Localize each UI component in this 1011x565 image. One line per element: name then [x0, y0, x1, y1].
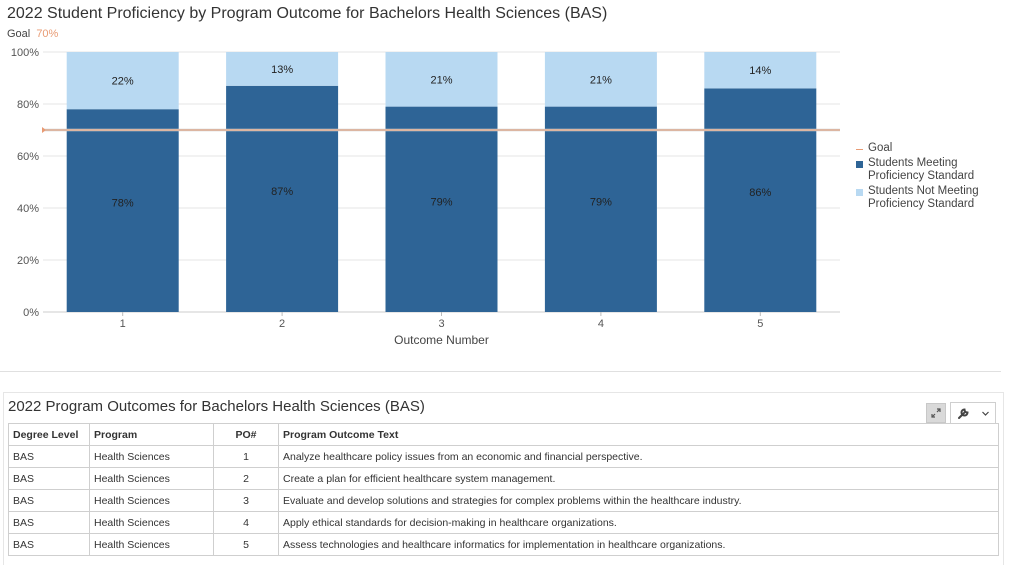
cell-outcome-text: Analyze healthcare policy issues from an… — [278, 445, 999, 468]
outcomes-panel: 2022 Program Outcomes for Bachelors Heal… — [3, 392, 1004, 565]
bar-not-meeting — [385, 52, 498, 107]
x-tick-label: 1 — [120, 318, 126, 330]
y-tick-label: 20% — [17, 255, 39, 267]
cell-outcome-text: Evaluate and develop solutions and strat… — [278, 489, 999, 512]
cell-degree-level: BAS — [8, 489, 90, 512]
y-tick-label: 60% — [17, 151, 39, 163]
outcomes-table: Degree Level Program PO# Program Outcome… — [8, 423, 999, 556]
data-label-meeting: 87% — [271, 186, 293, 198]
x-tick-label: 2 — [279, 318, 285, 330]
cell-po-number: 4 — [213, 511, 279, 534]
data-label-meeting: 78% — [112, 198, 134, 210]
bar-meeting — [704, 88, 817, 313]
cell-program: Health Sciences — [89, 511, 214, 534]
cell-degree-level: BAS — [8, 511, 90, 534]
x-tick-label: 5 — [757, 318, 763, 330]
chart-title: 2022 Student Proficiency by Program Outc… — [7, 5, 608, 22]
legend-goal-swatch — [856, 149, 863, 150]
legend-goal-label: Goal — [868, 142, 893, 154]
legend-item-not-meeting[interactable]: Students Not Meeting Proficiency Standar… — [856, 185, 988, 211]
table-row: BAS Health Sciences 3 Evaluate and devel… — [8, 489, 999, 512]
bar-not-meeting — [226, 52, 339, 86]
bar-not-meeting — [66, 52, 179, 110]
y-tick-label: 0% — [23, 307, 39, 319]
expand-button[interactable] — [926, 403, 946, 423]
y-tick-label: 100% — [11, 47, 39, 59]
wrench-icon — [957, 407, 969, 419]
y-tick-label: 80% — [17, 99, 39, 111]
goal-caption-value: 70% — [36, 28, 59, 40]
expand-icon — [931, 408, 941, 418]
data-label-not-meeting: 22% — [112, 76, 134, 88]
column-header-po-number[interactable]: PO# — [213, 423, 279, 446]
tools-menu-button[interactable] — [950, 402, 996, 424]
cell-po-number: 3 — [213, 489, 279, 512]
cell-po-number: 1 — [213, 445, 279, 468]
legend-item-goal[interactable]: Goal — [856, 142, 988, 155]
x-axis-title: Outcome Number — [394, 333, 489, 347]
table-row: BAS Health Sciences 1 Analyze healthcare… — [8, 445, 999, 468]
goal-caption: Goal 70% — [7, 28, 58, 40]
cell-degree-level: BAS — [8, 533, 90, 556]
x-tick-label: 3 — [438, 318, 444, 330]
cell-outcome-text: Create a plan for efficient healthcare s… — [278, 467, 999, 490]
table-header-row: Degree Level Program PO# Program Outcome… — [8, 423, 999, 446]
cell-po-number: 5 — [213, 533, 279, 556]
data-label-meeting: 79% — [590, 196, 612, 208]
legend-meeting-swatch — [856, 161, 863, 168]
chevron-down-icon — [981, 411, 989, 416]
data-label-not-meeting: 21% — [430, 74, 452, 86]
bar-meeting — [226, 85, 339, 312]
cell-program: Health Sciences — [89, 445, 214, 468]
data-label-meeting: 79% — [430, 196, 452, 208]
table-row: BAS Health Sciences 5 Assess technologie… — [8, 533, 999, 556]
column-header-program[interactable]: Program — [89, 423, 214, 446]
legend-not-meeting-swatch — [856, 189, 863, 196]
cell-degree-level: BAS — [8, 467, 90, 490]
legend-not-meeting-label: Students Not Meeting Proficiency Standar… — [868, 185, 979, 210]
proficiency-chart: 0% 20% 40% 60% 80% 100% 78% 22% 1 87% 13% 2 79% 21% 3 7… — [11, 47, 840, 347]
bar-meeting — [385, 106, 498, 312]
goal-caption-label: Goal — [7, 28, 31, 40]
x-tick-label: 4 — [598, 318, 604, 330]
cell-program: Health Sciences — [89, 467, 214, 490]
table-row: BAS Health Sciences 4 Apply ethical stan… — [8, 511, 999, 534]
data-label-not-meeting: 13% — [271, 64, 293, 76]
section-divider — [0, 371, 1001, 372]
y-tick-label: 40% — [17, 203, 39, 215]
cell-outcome-text: Apply ethical standards for decision-mak… — [278, 511, 999, 534]
column-header-outcome-text[interactable]: Program Outcome Text — [278, 423, 999, 446]
cell-po-number: 2 — [213, 467, 279, 490]
cell-outcome-text: Assess technologies and healthcare infor… — [278, 533, 999, 556]
table-title: 2022 Program Outcomes for Bachelors Heal… — [8, 398, 425, 415]
cell-program: Health Sciences — [89, 489, 214, 512]
table-row: BAS Health Sciences 2 Create a plan for … — [8, 467, 999, 490]
legend-meeting-label: Students Meeting Proficiency Standard — [868, 157, 975, 182]
bar-not-meeting — [544, 52, 657, 107]
bar-meeting — [66, 109, 179, 312]
column-header-degree-level[interactable]: Degree Level — [8, 423, 90, 446]
chart-legend: Goal Students Meeting Proficiency Standa… — [856, 142, 988, 213]
bar-not-meeting — [704, 52, 817, 89]
goal-marker — [42, 127, 46, 133]
data-label-meeting: 86% — [749, 187, 771, 199]
cell-degree-level: BAS — [8, 445, 90, 468]
data-label-not-meeting: 21% — [590, 74, 612, 86]
cell-program: Health Sciences — [89, 533, 214, 556]
data-label-not-meeting: 14% — [749, 65, 771, 77]
legend-item-meeting[interactable]: Students Meeting Proficiency Standard — [856, 157, 988, 183]
bar-meeting — [544, 106, 657, 312]
